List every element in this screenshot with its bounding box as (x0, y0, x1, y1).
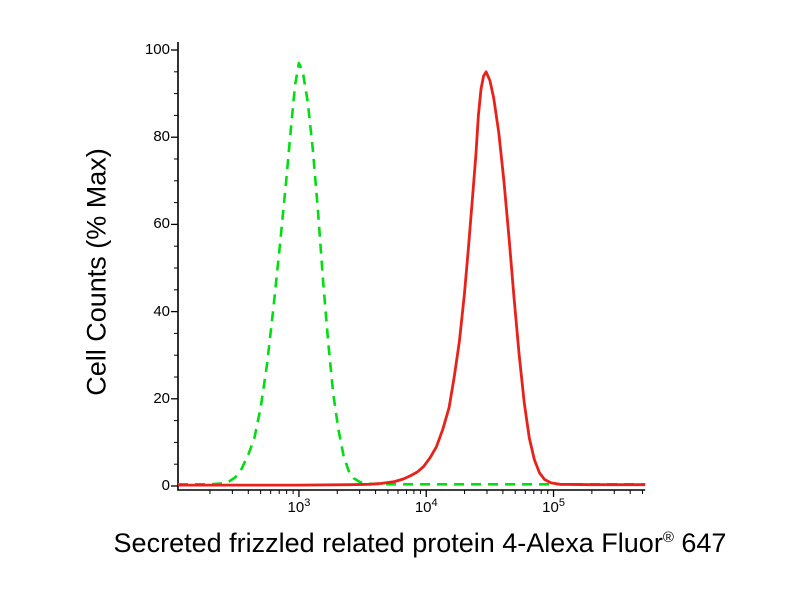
y-tick-label: 80 (153, 128, 170, 146)
x-tick-label: 104 (414, 497, 438, 516)
x-tick-label: 103 (287, 497, 311, 516)
registered-trademark-symbol: ® (662, 529, 674, 546)
y-tick-label: 60 (153, 215, 170, 233)
x-axis-title-suffix: 647 (673, 528, 727, 558)
y-tick-label: 40 (153, 302, 170, 320)
y-axis-title: Cell Counts (% Max) (81, 148, 112, 396)
curve-red-solid-stained (178, 70, 646, 487)
x-axis-title-main: Secreted frizzled related protein 4-Alex… (113, 528, 663, 558)
curve-green-dashed-control (178, 61, 646, 486)
x-axis-title: Secreted frizzled related protein 4-Alex… (40, 528, 800, 559)
y-tick-label: 100 (144, 41, 170, 58)
y-tick-label: 0 (161, 477, 170, 494)
y-tick-label: 20 (153, 389, 170, 407)
x-tick-label: 105 (542, 497, 565, 516)
